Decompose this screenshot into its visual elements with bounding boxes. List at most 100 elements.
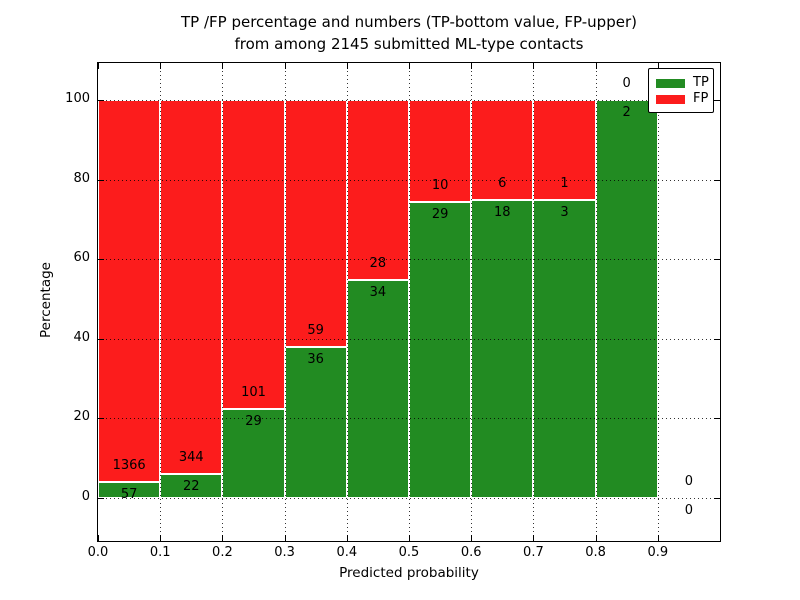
- legend-item: FP: [656, 91, 709, 107]
- legend-label: TP: [693, 75, 709, 90]
- fp-count-label: 101: [241, 385, 266, 401]
- x-tick: [657, 535, 659, 541]
- x-tick-top: [595, 63, 597, 69]
- fp-count-label: 0: [684, 474, 694, 489]
- fp-count-label: 1366: [112, 458, 146, 474]
- tp-count-label: 3: [560, 204, 569, 220]
- tp-count-label: 18: [494, 204, 511, 220]
- legend-item: TP: [656, 75, 709, 91]
- x-tick-label: 0.0: [87, 545, 109, 560]
- tp-count-label: 57: [120, 487, 138, 503]
- x-tick-top: [160, 63, 162, 69]
- y-tick-label: 20: [73, 409, 90, 425]
- tp-count-label: 0: [684, 503, 694, 518]
- y-tick: [98, 179, 104, 181]
- x-tick-label: 0.9: [647, 545, 669, 560]
- bar-fp: [471, 100, 534, 200]
- x-tick-label: 0.5: [398, 545, 420, 560]
- bar-fp: [284, 100, 347, 348]
- fp-count-label: 0: [622, 76, 631, 91]
- x-tick-top: [533, 63, 535, 69]
- bar-fp: [98, 100, 161, 483]
- y-tick-label: 0: [81, 489, 90, 504]
- tp-count-label: 36: [307, 352, 324, 368]
- chart-title-line2: from among 2145 submitted ML-type contac…: [234, 35, 584, 53]
- x-tick-top: [222, 63, 224, 69]
- y-tick-right: [714, 498, 720, 499]
- y-tick: [98, 418, 104, 420]
- tp-count-label: 29: [245, 414, 262, 430]
- x-tick: [98, 535, 99, 541]
- plot-area: 0.0 0.1 0.2 0.3 0.4 0.5 0.6 0.7 0.8 0.9 0 20 40 60 80 1…: [65, 62, 721, 560]
- x-tick: [346, 535, 348, 541]
- bar-tp: [595, 100, 658, 498]
- x-tick: [471, 535, 473, 541]
- y-tick-right: [714, 100, 720, 101]
- x-tick: [533, 535, 535, 541]
- x-tick: [160, 535, 162, 541]
- gridline-x: [533, 63, 535, 541]
- chart-title-line1: TP /FP percentage and numbers (TP-bottom…: [181, 13, 637, 31]
- y-tick-right: [714, 179, 720, 181]
- y-tick-label: 40: [73, 329, 90, 345]
- gridline-x: [657, 63, 659, 541]
- y-axis-label: Percentage: [38, 262, 54, 338]
- y-tick: [98, 100, 104, 101]
- x-tick-label: 0.4: [336, 545, 358, 560]
- tp-count-label: 2: [622, 105, 631, 120]
- fp-count-label: 10: [431, 178, 449, 194]
- bar-tp: [222, 409, 285, 498]
- gridline-x: [409, 63, 410, 541]
- x-tick-top: [346, 63, 348, 69]
- gridline-x: [595, 63, 597, 541]
- gridline-x: [222, 63, 224, 541]
- tp-count-label: 29: [431, 207, 449, 223]
- bar-fp: [222, 100, 285, 410]
- tp-count-label: 22: [183, 479, 200, 495]
- x-tick: [409, 535, 410, 541]
- fp-count-label: 59: [307, 323, 324, 339]
- bar-tp: [471, 199, 534, 498]
- legend-label: FP: [693, 91, 709, 106]
- bar-tp: [346, 279, 409, 498]
- y-tick: [98, 498, 104, 499]
- gridline-x: [471, 63, 473, 541]
- fp-count-label: 28: [369, 255, 387, 271]
- gridline-x: [284, 63, 286, 541]
- x-tick: [595, 535, 597, 541]
- x-tick-top: [284, 63, 286, 69]
- fp-count-label: 6: [498, 175, 507, 191]
- y-tick: [98, 259, 104, 261]
- x-tick: [222, 535, 224, 541]
- bar-tp: [409, 202, 472, 498]
- x-tick-top: [409, 63, 410, 69]
- x-tick-label: 0.6: [460, 545, 482, 560]
- gridline-x: [346, 63, 348, 541]
- bar-tp: [98, 482, 161, 498]
- x-tick-label: 0.8: [585, 545, 606, 560]
- fp-count-label: 344: [178, 450, 204, 466]
- gridline-x: [160, 63, 162, 541]
- fp-count-label: 1: [560, 175, 569, 191]
- bar-fp: [409, 100, 472, 203]
- chart-title: TP /FP percentage and numbers (TP-bottom…: [97, 11, 721, 55]
- y-tick-label: 80: [73, 170, 90, 186]
- bar-tp: [533, 199, 596, 498]
- x-tick-top: [657, 63, 659, 69]
- y-tick-label: 60: [73, 250, 90, 266]
- bar-fp: [533, 100, 596, 200]
- x-axis-label: Predicted probability: [339, 565, 479, 581]
- legend: TP FP: [648, 68, 714, 113]
- bar-tp: [284, 347, 347, 498]
- y-tick-right: [714, 259, 720, 261]
- x-tick-top: [98, 63, 99, 69]
- x-tick-label: 0.1: [149, 545, 171, 560]
- legend-swatch-tp: [656, 78, 685, 88]
- x-tick-top: [471, 63, 473, 69]
- y-tick: [98, 338, 104, 340]
- x-tick-label: 0.3: [274, 545, 295, 560]
- y-tick-label: 100: [65, 91, 90, 106]
- y-tick-right: [714, 418, 720, 420]
- x-tick: [284, 535, 286, 541]
